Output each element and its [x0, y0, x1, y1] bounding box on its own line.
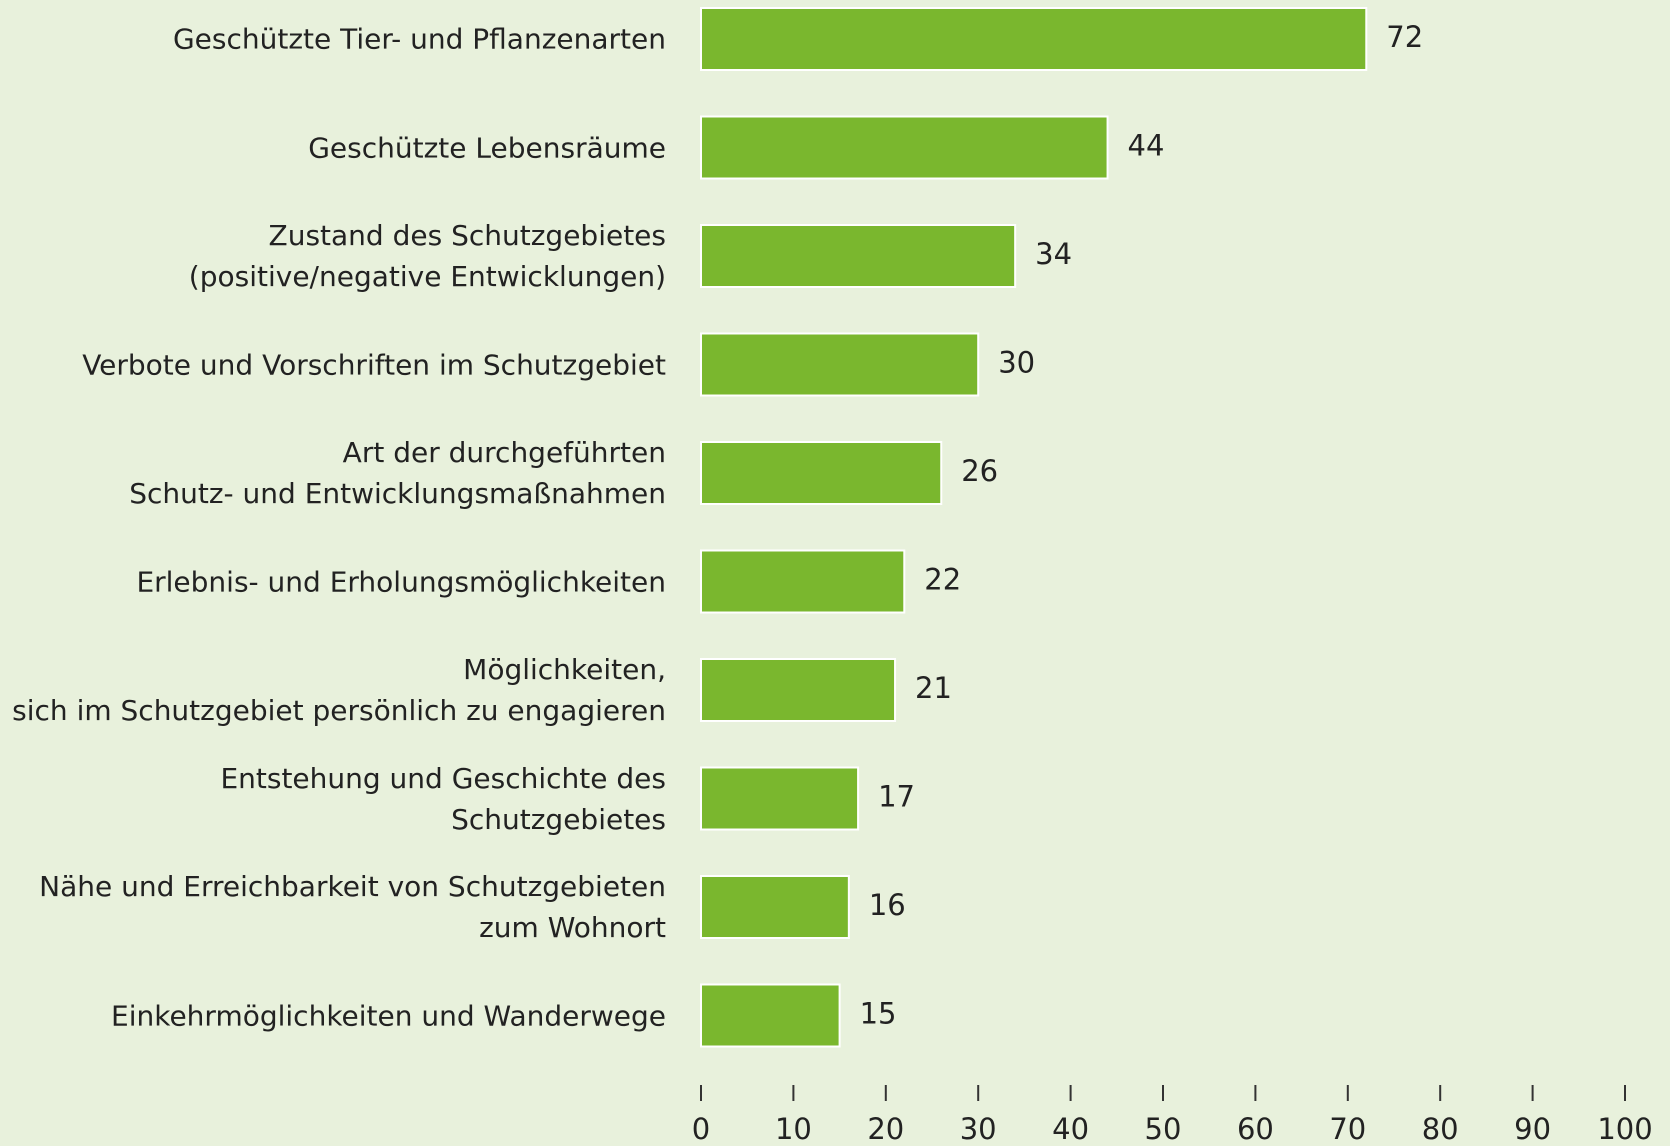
- bar: [700, 658, 897, 722]
- x-tick-label: 40: [1052, 1112, 1089, 1146]
- category-label: Verbote und Vorschriften im Schutzgebiet: [82, 348, 666, 381]
- bar: [700, 549, 906, 614]
- category-label: Einkehrmöglichkeiten und Wanderwege: [111, 999, 666, 1032]
- x-tick-label: 10: [775, 1112, 812, 1146]
- category-label: Nähe und Erreichbarkeit von Schutzgebiet…: [39, 870, 666, 944]
- bar: [700, 7, 1368, 71]
- value-label: 22: [924, 563, 961, 597]
- category-label: Entstehung und Geschichte des Schutzgebi…: [220, 761, 666, 836]
- category-label: Art der durchgeführten Schutz- und Entwi…: [129, 436, 666, 510]
- bar: [700, 441, 943, 505]
- x-tick-label: 90: [1514, 1112, 1551, 1146]
- bar: [700, 983, 841, 1048]
- category-label: Geschützte Tier- und Pflanzenarten: [172, 22, 666, 56]
- bar: [700, 332, 980, 397]
- bar: [700, 224, 1017, 288]
- value-label: 44: [1128, 129, 1165, 163]
- x-tick-label: 80: [1422, 1112, 1459, 1146]
- value-label: 21: [915, 671, 952, 705]
- category-label: Geschützte Lebensräume: [308, 131, 666, 164]
- bar: [700, 115, 1109, 180]
- x-tick-label: 0: [692, 1112, 710, 1146]
- value-label: 30: [998, 346, 1035, 380]
- bar: [700, 875, 850, 939]
- category-label: Zustand des Schutzgebietes (positive/neg…: [188, 219, 666, 293]
- x-tick-label: 20: [867, 1112, 904, 1146]
- x-tick-label: 100: [1597, 1112, 1652, 1146]
- x-tick-label: 50: [1145, 1112, 1182, 1146]
- value-label: 72: [1386, 20, 1423, 54]
- bar: [700, 766, 860, 831]
- category-label: Erlebnis- und Erholungsmöglichkeiten: [136, 565, 666, 598]
- value-label: 15: [860, 997, 897, 1031]
- value-label: 16: [869, 888, 906, 922]
- value-label: 34: [1035, 237, 1072, 271]
- x-tick-label: 70: [1329, 1112, 1366, 1146]
- x-tick-label: 60: [1237, 1112, 1274, 1146]
- value-label: 26: [961, 454, 998, 488]
- x-tick-label: 30: [960, 1112, 997, 1146]
- value-label: 17: [878, 780, 915, 814]
- category-label: Möglichkeiten, sich im Schutzgebiet pers…: [12, 653, 666, 727]
